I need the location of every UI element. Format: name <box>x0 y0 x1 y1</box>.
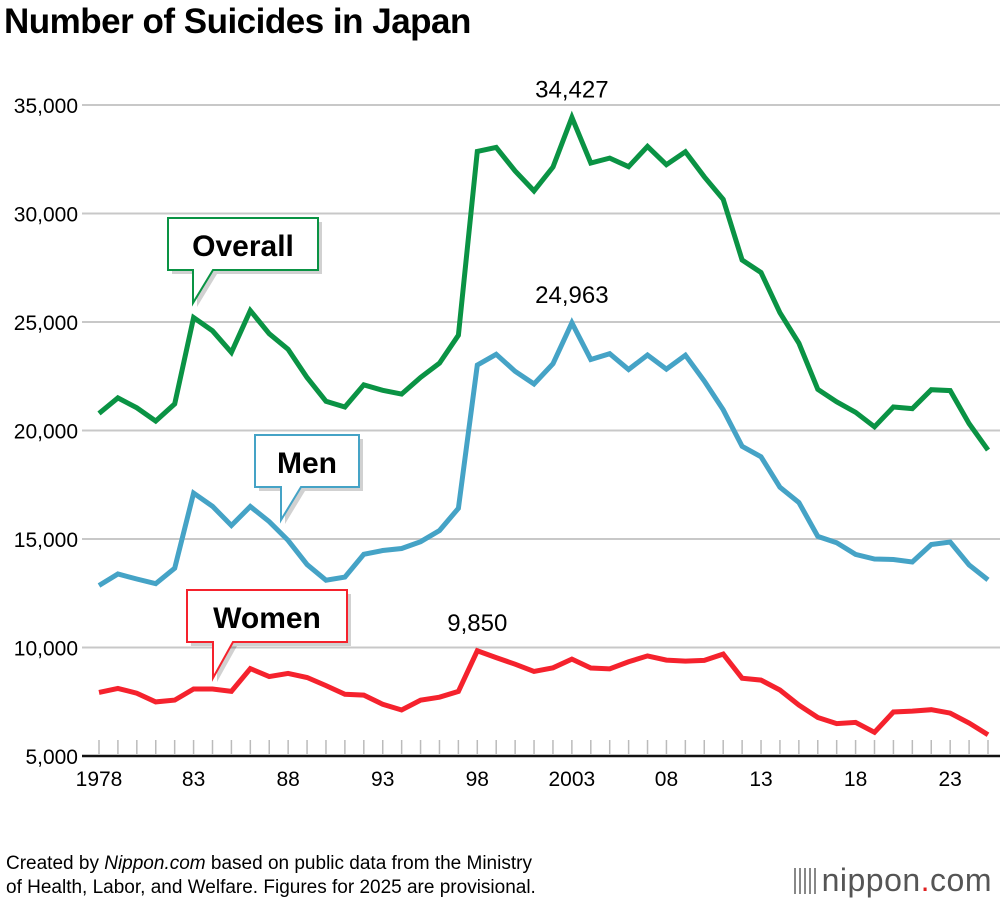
series-lines <box>97 110 991 737</box>
y-axis-ticks: 5,000 10,000 15,000 20,000 25,000 30,000 35,00… <box>14 95 78 769</box>
source-line2: of Health, Labor, and Welfare. Figures f… <box>6 877 536 898</box>
callout-box-overall <box>167 217 319 307</box>
source-post: based on public data from the Ministry <box>205 853 532 874</box>
logo-bars-icon <box>793 868 816 894</box>
callout-label-men: Men <box>277 447 337 480</box>
x-tick-label: 88 <box>276 768 299 791</box>
callout-box-women <box>186 589 348 682</box>
series-line-men <box>97 317 990 588</box>
y-tick-label: 5,000 <box>25 746 78 769</box>
series-line-women <box>98 647 990 737</box>
x-tick-label: 08 <box>655 768 678 791</box>
x-tick-label: 93 <box>371 768 394 791</box>
annotations: 34,427 24,963 9,850 <box>447 76 608 636</box>
source-site: Nippon.com <box>104 853 206 874</box>
logo-tld: com <box>930 862 992 898</box>
series-line-overall <box>97 110 991 452</box>
x-axis-ticks: 1978 83 88 93 98 2003 08 13 18 23 <box>76 740 989 791</box>
callout-label-overall: Overall <box>192 230 294 263</box>
y-tick-label: 15,000 <box>14 529 78 552</box>
y-tick-label: 30,000 <box>14 204 78 227</box>
x-tick-label: 1978 <box>76 768 123 791</box>
callout-label-women: Women <box>213 602 321 635</box>
y-tick-label: 25,000 <box>14 312 78 335</box>
chart-title: Number of Suicides in Japan <box>4 2 471 41</box>
legend-callouts: Overall Men Women <box>167 217 363 682</box>
gridlines <box>82 104 1000 758</box>
logo-dot: . <box>920 862 931 898</box>
y-tick-label: 35,000 <box>14 95 78 118</box>
peak-label: 9,850 <box>447 610 507 637</box>
source-pre: Created by <box>6 853 105 874</box>
callout-box-men <box>254 434 360 524</box>
y-tick-label: 20,000 <box>14 421 78 444</box>
x-tick-label: 13 <box>749 768 772 791</box>
logo-name: nippon <box>821 862 921 898</box>
x-tick-label: 83 <box>182 768 205 791</box>
x-tick-label: 2003 <box>549 768 596 791</box>
nippon-logo: nippon.com <box>793 862 992 899</box>
peak-label: 24,963 <box>535 282 608 309</box>
x-tick-label: 18 <box>844 768 867 791</box>
source-note: Created by Nippon.com based on public da… <box>6 852 536 900</box>
peak-label: 34,427 <box>535 76 608 103</box>
x-tick-label: 23 <box>938 768 961 791</box>
x-tick-label: 98 <box>466 768 489 791</box>
y-tick-label: 10,000 <box>14 638 78 661</box>
